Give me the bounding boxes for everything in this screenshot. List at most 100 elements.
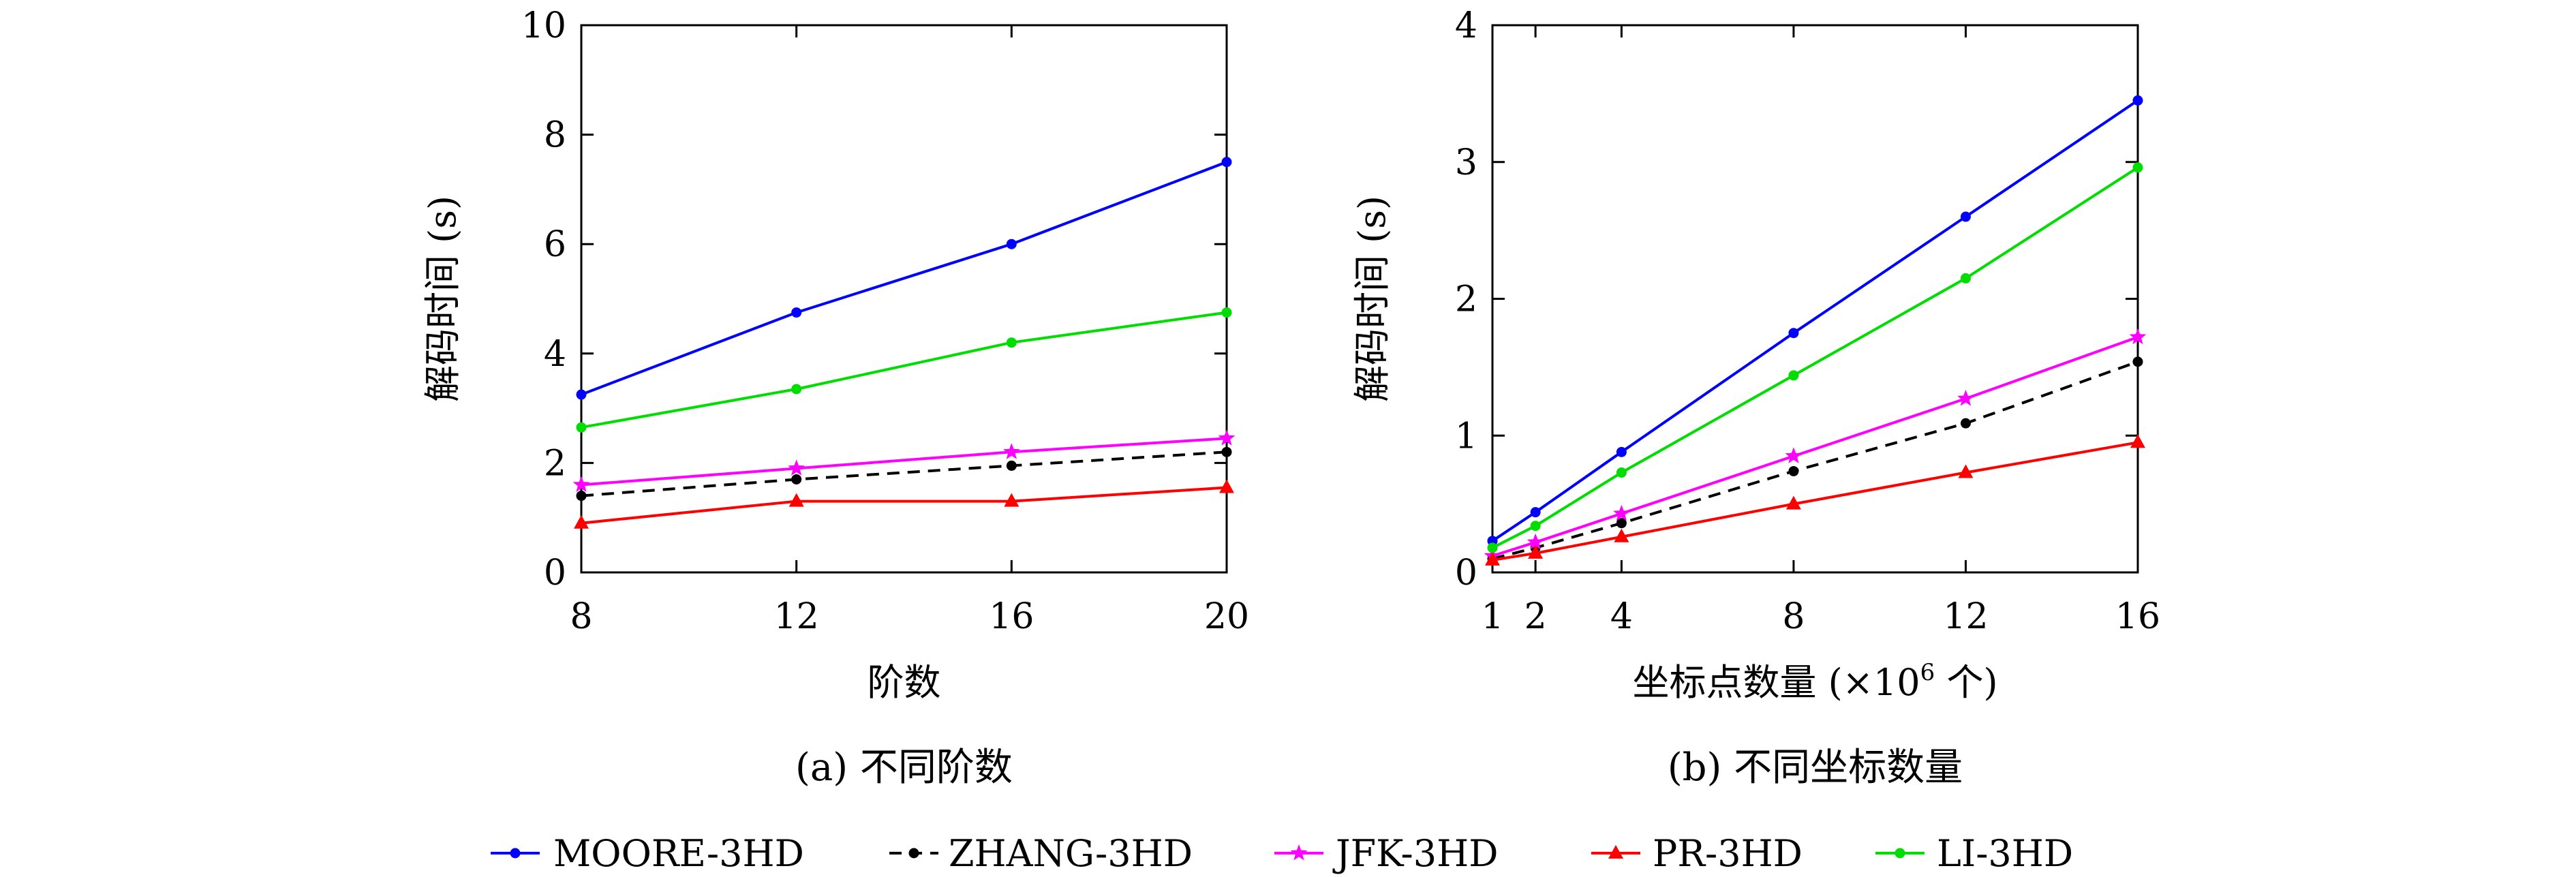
data-point: [1485, 551, 1500, 566]
data-point: [1616, 518, 1627, 529]
data-point: [1487, 542, 1498, 553]
data-point: [1004, 493, 1019, 507]
y-tick-label: 4: [1455, 5, 1477, 46]
panel-caption: (b) 不同坐标数量: [1668, 745, 1963, 790]
data-point: [1006, 460, 1017, 471]
data-point: [791, 474, 802, 484]
data-point: [1788, 370, 1799, 381]
legend-marker: [1895, 848, 1905, 859]
legend-item: ZHANG-3HD: [889, 832, 1193, 875]
x-axis-label-main: 坐标点数量 (×10: [1632, 661, 1920, 704]
y-tick-label: 0: [544, 553, 566, 594]
data-point: [1003, 443, 1020, 459]
data-point: [574, 514, 589, 529]
series-moore-3hd: [576, 157, 1232, 400]
y-tick-label: 6: [544, 224, 566, 265]
data-point: [1788, 328, 1799, 339]
x-tick-label: 12: [1943, 596, 1988, 637]
data-point: [788, 493, 804, 507]
y-tick-label: 2: [544, 443, 566, 484]
data-point: [576, 422, 587, 433]
series-zhang-3hd: [576, 446, 1232, 502]
legend-marker: [510, 848, 521, 859]
legend-marker: [908, 848, 919, 859]
x-axis-label-main: 阶数: [868, 661, 941, 704]
data-point: [788, 459, 805, 476]
data-point: [1616, 446, 1627, 457]
series-line: [581, 486, 1227, 525]
data-point: [1616, 467, 1627, 478]
legend-label: MOORE-3HD: [553, 832, 804, 875]
series-zhang-3hd: [1487, 356, 2143, 564]
data-point: [1527, 533, 1544, 550]
y-tick-label: 0: [1455, 553, 1477, 594]
series-line: [1492, 441, 2138, 561]
legend-label: LI-3HD: [1937, 832, 2073, 875]
data-point: [1218, 429, 1236, 446]
data-point: [576, 491, 587, 502]
data-point: [791, 384, 802, 395]
data-point: [1957, 390, 1974, 406]
data-point: [1958, 464, 1974, 478]
series-li-3hd: [1487, 162, 2143, 553]
x-tick-label: 2: [1524, 596, 1547, 637]
x-tick-label: 16: [989, 596, 1034, 637]
legend-label: JFK-3HD: [1332, 832, 1499, 875]
legend-item: MOORE-3HD: [491, 832, 804, 875]
legend-label: PR-3HD: [1653, 832, 1803, 875]
y-axis-label: 解码时间 (s): [421, 196, 464, 402]
legend-item: JFK-3HD: [1274, 832, 1499, 875]
data-point: [1221, 307, 1232, 318]
data-point: [572, 476, 590, 492]
series-line: [581, 450, 1227, 497]
data-point: [1528, 544, 1544, 559]
legend: MOORE-3HD ZHANG-3HD JFK-3HD PR-3HD LI-3HD: [491, 832, 2073, 875]
x-axis-label-tail: 个): [1935, 661, 1997, 704]
data-point: [2132, 95, 2143, 106]
y-tick-label: 10: [521, 5, 566, 46]
series-line: [1492, 335, 2138, 557]
y-tick-label: 1: [1455, 416, 1477, 457]
data-point: [1960, 273, 1971, 283]
series-moore-3hd: [1487, 95, 2143, 547]
data-point: [791, 307, 802, 318]
legend-label: ZHANG-3HD: [949, 832, 1193, 875]
data-point: [1614, 528, 1629, 542]
data-point: [1960, 418, 1971, 429]
data-point: [1219, 479, 1234, 493]
x-tick-label: 12: [774, 596, 819, 637]
series-jfk-3hd: [572, 429, 1236, 492]
x-tick-label: 8: [570, 596, 592, 637]
data-point: [1221, 157, 1232, 168]
y-axis-label: 解码时间 (s): [1351, 196, 1394, 402]
legend-marker: [1608, 845, 1623, 859]
x-tick-label: 20: [1204, 596, 1249, 637]
series-line: [1492, 166, 2139, 549]
x-axis-label: 阶数: [868, 661, 941, 704]
x-tick-label: 1: [1481, 596, 1503, 637]
data-point: [1785, 495, 1801, 510]
x-tick-label: 4: [1610, 596, 1633, 637]
series-pr-3hd: [574, 479, 1234, 529]
series-line: [581, 160, 1227, 396]
data-point: [1006, 239, 1017, 249]
data-point: [1613, 504, 1630, 521]
panel-a: 0 2 4 6 8 10 8 12 16 20 解码时间 (s) 阶数 (a) 不同阶数: [421, 5, 1249, 790]
x-tick-label: 8: [1782, 596, 1805, 637]
data-point: [1788, 465, 1799, 476]
y-tick-label: 8: [544, 115, 566, 156]
panel-caption: (a) 不同阶数: [795, 745, 1013, 790]
x-axis-label-superscript: 6: [1920, 659, 1935, 686]
data-point: [2129, 328, 2147, 345]
series-line: [1492, 360, 2138, 560]
series-li-3hd: [576, 307, 1232, 433]
series-line: [581, 437, 1227, 487]
data-point: [1960, 211, 1971, 222]
data-point: [2132, 356, 2143, 367]
x-axis-label: 坐标点数量 (×106 个): [1632, 659, 1997, 704]
legend-item: PR-3HD: [1591, 832, 1803, 875]
data-point: [1530, 521, 1541, 532]
series-line: [581, 311, 1227, 429]
